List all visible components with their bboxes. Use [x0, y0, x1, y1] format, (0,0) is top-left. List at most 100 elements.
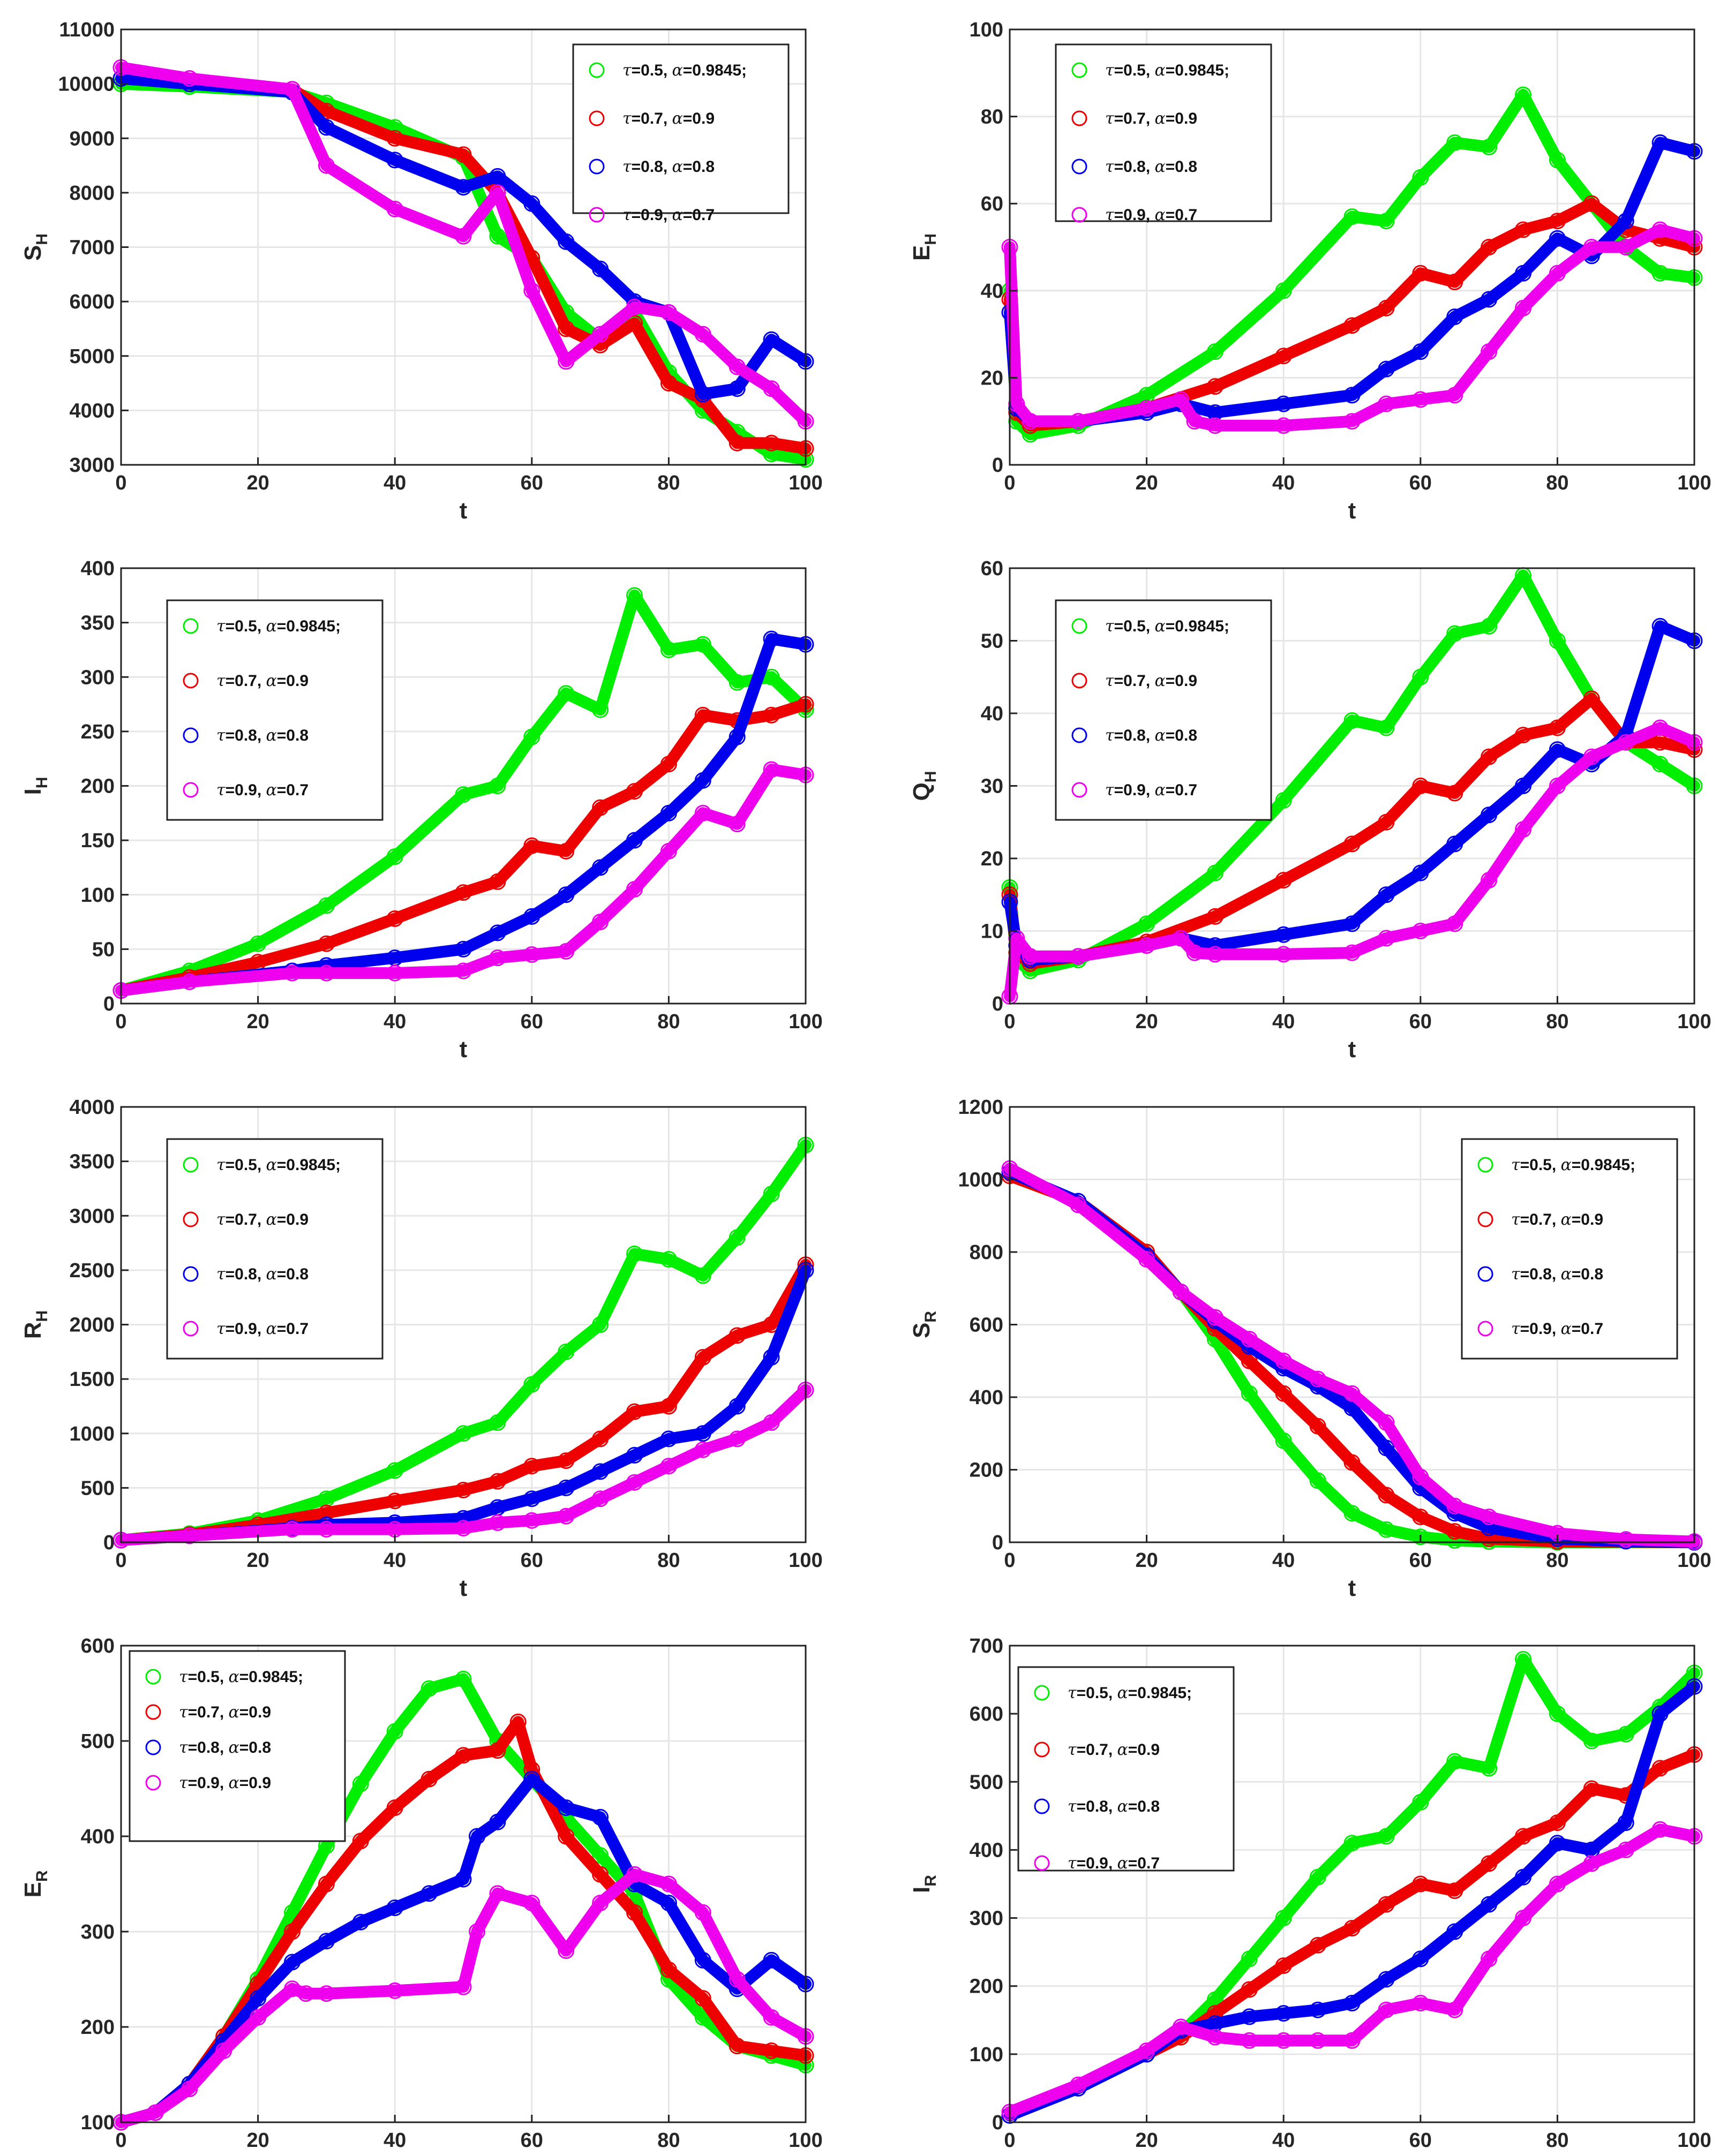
data-point — [1446, 625, 1463, 642]
alpha-symbol: α — [1561, 1210, 1572, 1229]
x-tick-label: 80 — [657, 2129, 680, 2152]
data-point — [318, 897, 335, 914]
alpha-value: =0.9 — [1128, 1741, 1160, 1759]
series-line — [115, 1139, 812, 1546]
data-point — [1651, 221, 1669, 238]
alpha-value: =0.8 — [277, 727, 309, 744]
data-point — [1343, 413, 1361, 430]
data-point — [763, 1414, 780, 1431]
data-point — [1275, 348, 1292, 365]
tau-value: =0.5, — [188, 1668, 229, 1686]
data-point — [592, 1463, 609, 1480]
legend-item: τ=0.9, α=0.7 — [1071, 781, 1197, 800]
data-point — [181, 1527, 198, 1544]
tau-symbol: τ — [179, 1668, 188, 1686]
alpha-value: =0.8 — [1166, 158, 1197, 176]
data-point — [1241, 1331, 1258, 1348]
series-group — [1001, 86, 1703, 443]
data-point — [1412, 1950, 1429, 1967]
data-point — [489, 1473, 506, 1490]
data-point — [1378, 813, 1395, 831]
legend-label: τ=0.9, α=0.7 — [216, 781, 309, 800]
data-point — [1241, 1981, 1258, 1998]
data-point — [660, 842, 677, 860]
data-point — [1343, 317, 1361, 334]
data-point — [1446, 134, 1463, 151]
data-point — [489, 1742, 506, 1759]
legend-item: τ=0.9, α=0.7 — [1071, 206, 1197, 224]
legend-frame — [1461, 1138, 1678, 1360]
alpha-symbol: α — [266, 1265, 277, 1284]
x-tick-label: 60 — [521, 1011, 543, 1033]
y-axis-label-sub: H — [33, 777, 51, 789]
x-tick-label: 40 — [1272, 1011, 1295, 1033]
y-tick-label: 400 — [81, 1826, 115, 1848]
data-point — [1446, 915, 1463, 932]
data-point — [592, 799, 609, 816]
data-point — [1378, 1487, 1395, 1504]
tau-symbol: τ — [216, 617, 226, 636]
tau-symbol: τ — [216, 672, 226, 690]
tau-value: =0.5, — [1077, 1684, 1117, 1702]
legend-marker — [183, 782, 199, 798]
data-point — [318, 1490, 335, 1507]
legend-marker — [1477, 1211, 1493, 1227]
tau-value: =0.8, — [1114, 727, 1155, 744]
data-point — [1446, 2001, 1463, 2018]
y-tick-label: 150 — [81, 830, 115, 852]
data-point — [558, 1942, 575, 1959]
series-4 — [112, 1866, 814, 2131]
legend-marker — [183, 1157, 199, 1173]
x-tick-label: 0 — [115, 1011, 126, 1033]
y-axis-label-main: I — [908, 1887, 935, 1893]
legend-label: τ=0.5, α=0.9845; — [1511, 1156, 1635, 1174]
data-point — [1412, 1793, 1429, 1811]
data-point — [558, 1452, 575, 1469]
data-point — [297, 1985, 314, 2002]
legend: τ=0.5, α=0.9845;τ=0.7, α=0.9τ=0.8, α=0.8… — [166, 599, 384, 821]
legend-item: τ=0.9, α=0.7 — [1477, 1320, 1603, 1338]
data-point — [181, 2080, 198, 2098]
data-point — [1378, 1521, 1395, 1538]
legend-marker — [1034, 1685, 1050, 1701]
legend-marker — [145, 1775, 161, 1791]
legend-label: τ=0.8, α=0.8 — [1511, 1265, 1603, 1284]
x-tick-label: 20 — [1135, 472, 1158, 494]
data-point — [1206, 1309, 1223, 1326]
data-point — [1241, 2032, 1258, 2049]
y-tick-label: 1200 — [958, 1096, 1003, 1119]
y-tick-label: 9000 — [69, 127, 115, 150]
x-tick-label: 100 — [1677, 1011, 1711, 1033]
tau-symbol: τ — [622, 206, 632, 224]
alpha-symbol: α — [672, 61, 683, 80]
x-axis-label: t — [1348, 2155, 1356, 2156]
data-point — [729, 1327, 746, 1344]
data-point — [1412, 391, 1429, 408]
data-point — [1412, 1528, 1429, 1546]
data-point — [469, 1923, 486, 1940]
data-point — [1617, 239, 1634, 255]
y-axis-label: SH — [20, 233, 51, 261]
legend-item: τ=0.5, α=0.9845; — [589, 61, 747, 80]
series-group — [112, 59, 814, 468]
legend: τ=0.5, α=0.9845;τ=0.7, α=0.9τ=0.8, α=0.8… — [129, 1650, 346, 1842]
data-point — [386, 848, 403, 865]
data-point — [1481, 291, 1498, 308]
legend-label: τ=0.7, α=0.9 — [1068, 1740, 1160, 1759]
series-group — [1001, 567, 1703, 1005]
data-point — [1549, 213, 1566, 230]
data-point — [181, 973, 198, 990]
data-point — [1206, 417, 1223, 434]
legend-marker — [1071, 727, 1087, 743]
y-tick-label: 500 — [970, 1771, 1003, 1793]
data-point — [626, 1403, 643, 1420]
data-point — [1446, 785, 1463, 802]
legend-item: τ=0.7, α=0.9 — [183, 672, 309, 690]
legend-frame — [1055, 599, 1272, 821]
x-tick-label: 80 — [1546, 472, 1568, 494]
alpha-value: =0.9845; — [239, 1668, 303, 1686]
data-point — [1446, 387, 1463, 404]
data-point — [250, 2009, 267, 2026]
x-tick-label: 0 — [115, 2129, 126, 2152]
series-line — [115, 72, 812, 400]
